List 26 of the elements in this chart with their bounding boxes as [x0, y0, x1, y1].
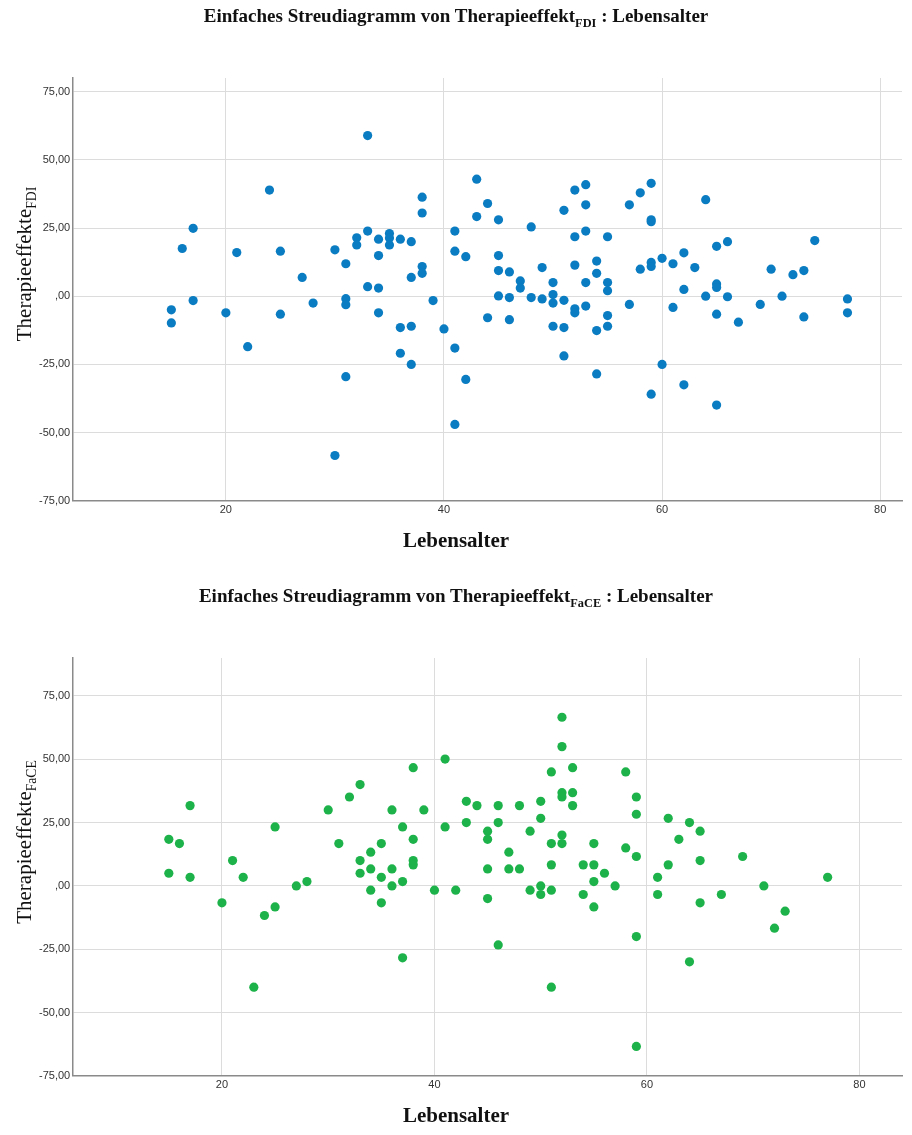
y-tick-label: -25,00	[38, 942, 71, 955]
x-tick-label: 20	[219, 503, 232, 516]
y-tick-label: 25,00	[42, 815, 71, 828]
y-tick-label: 50,00	[42, 152, 71, 165]
x-tick-label: 60	[640, 1078, 654, 1091]
y-tick-label: 50,00	[42, 752, 71, 765]
x-tick-label: 60	[655, 503, 669, 516]
x-tick-label: 40	[428, 1078, 441, 1091]
x-tick-label: 80	[874, 503, 887, 516]
y-tick-label: -75,00	[38, 1068, 71, 1081]
x-axis-title: Lebensalter	[401, 1103, 511, 1128]
y-tick-label: -75,00	[38, 493, 71, 506]
y-tick-label: ,00	[54, 878, 71, 891]
chart-title: Einfaches Streudiagramm von Therapieeffekt$_{FDI}$ : Lebensalter	[202, 5, 710, 31]
y-tick-label: -50,00	[38, 425, 71, 438]
x-tick-label: 80	[853, 1078, 866, 1091]
x-tick-label: 20	[215, 1078, 229, 1091]
y-tick-label: -50,00	[38, 1005, 71, 1018]
y-tick-label: 75,00	[42, 689, 71, 702]
chart-title: Einfaches Streudiagramm von Therapieeffekt$_{FaCE}$ : Lebensalter	[197, 585, 715, 611]
y-tick-label: 25,00	[42, 221, 71, 234]
y-tick-label: 75,00	[42, 84, 71, 97]
y-tick-label: ,00	[54, 289, 71, 302]
y-tick-label: -25,00	[38, 357, 71, 370]
x-tick-label: 40	[437, 503, 451, 516]
x-axis-title: Lebensalter	[401, 528, 511, 553]
